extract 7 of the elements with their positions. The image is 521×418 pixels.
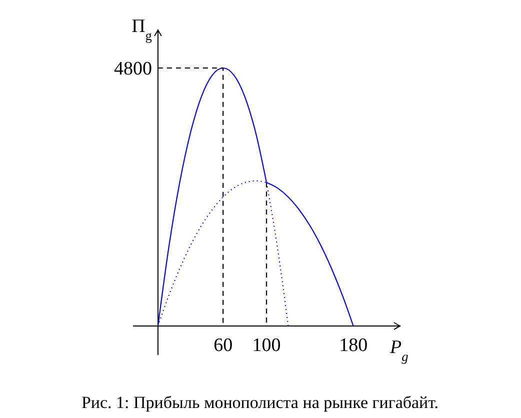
- x-tick-label: 100: [252, 335, 281, 356]
- x-tick-label: 60: [214, 335, 233, 356]
- x-axis-title: P$_{g}$: [389, 337, 409, 364]
- annotation: 4800: [114, 58, 152, 80]
- x-tick-label: 180: [339, 335, 368, 356]
- text: Рис. 1: Прибыль монополиста на рынке гигабайт.: [81, 393, 439, 412]
- y-axis-title: Π$_{g}$: [132, 16, 152, 42]
